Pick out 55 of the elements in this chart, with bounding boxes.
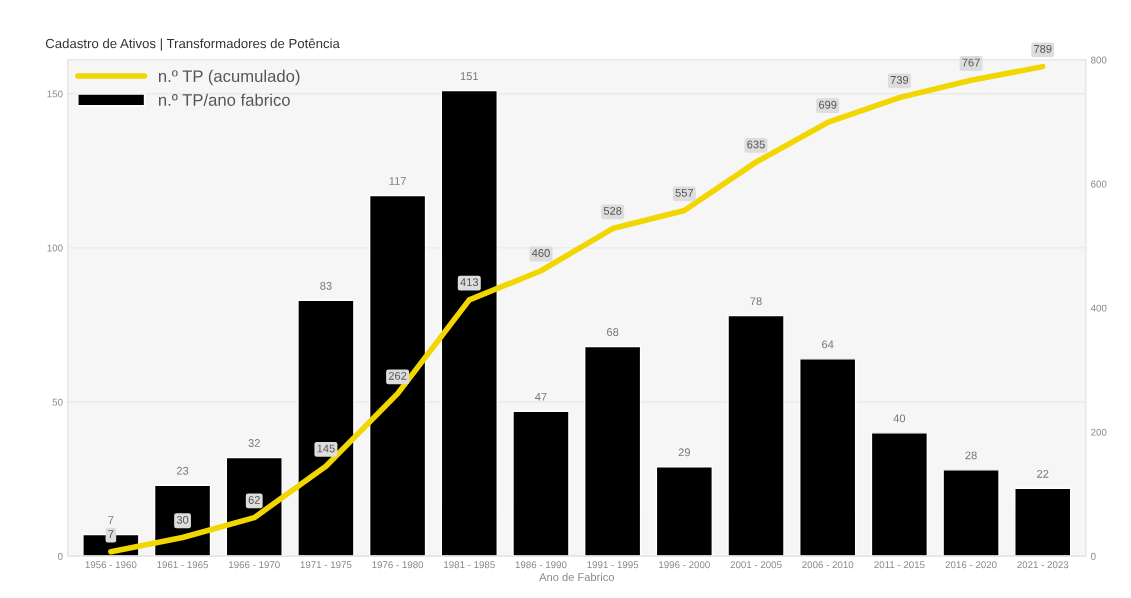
data-label: 40 <box>893 414 906 423</box>
chart-title: Cadastro de Ativos | Transformadores de Potência <box>45 38 340 51</box>
x-tick-label: 2006 - 2010 <box>802 561 854 569</box>
data-label: 7 <box>108 516 114 524</box>
x-tick-label: 1996 - 2000 <box>659 561 710 569</box>
x-tick-label: 2021 - 2023 <box>1017 561 1069 569</box>
y-tick-label: 50 <box>52 398 63 406</box>
data-label: 117 <box>389 177 406 185</box>
x-tick-label: 1991 - 1995 <box>587 561 639 569</box>
data-label: 28 <box>965 451 977 460</box>
data-label: 699 <box>819 100 837 109</box>
data-label: 7 <box>108 530 114 538</box>
legend-label: n.º TP (acumulado) <box>158 69 300 86</box>
data-label: 23 <box>176 466 189 475</box>
y2-tick-label: 200 <box>1091 428 1107 436</box>
data-label: 47 <box>535 392 547 401</box>
x-axis-title: Ano de Fabrico <box>539 572 615 581</box>
data-label: 64 <box>822 340 834 349</box>
data-label: 151 <box>460 72 479 81</box>
data-label: 262 <box>388 371 407 380</box>
x-tick-label: 1956 - 1960 <box>85 561 137 569</box>
data-label: 635 <box>747 140 765 149</box>
data-label: 30 <box>176 515 189 524</box>
y2-tick-label: 400 <box>1090 304 1107 312</box>
data-label: 413 <box>460 278 479 287</box>
y2-tick-label: 600 <box>1091 180 1107 188</box>
x-tick-label: 1961 - 1965 <box>157 561 209 569</box>
legend-label: n.º TP/ano fabrico <box>158 93 290 106</box>
data-label: 528 <box>603 206 622 215</box>
x-tick-label: 1986 - 1990 <box>515 561 567 569</box>
y2-tick-label: 800 <box>1091 56 1107 64</box>
x-tick-label: 1976 - 1980 <box>372 561 424 569</box>
data-label: 557 <box>675 189 694 197</box>
y-tick-label: 100 <box>47 244 63 252</box>
data-label: 767 <box>962 58 980 67</box>
data-label: 83 <box>320 281 332 290</box>
data-label: 29 <box>678 448 690 457</box>
x-tick-label: 2001 - 2005 <box>730 561 782 569</box>
x-tick-label: 1981 - 1985 <box>444 561 495 569</box>
y-tick-label: 150 <box>47 90 63 98</box>
data-label: 739 <box>890 76 909 84</box>
y-tick-label: 0 <box>57 552 63 560</box>
x-tick-label: 2011 - 2015 <box>874 561 925 569</box>
data-label: 32 <box>248 439 260 447</box>
y2-tick-label: 0 <box>1091 552 1096 560</box>
data-label: 145 <box>317 444 335 453</box>
data-label: 68 <box>607 328 619 336</box>
data-label: 460 <box>531 249 550 257</box>
data-label: 22 <box>1037 469 1049 478</box>
x-tick-label: 2016 - 2020 <box>945 561 997 569</box>
x-tick-label: 1971 - 1975 <box>300 561 352 569</box>
x-tick-label: 1966 - 1970 <box>229 561 280 569</box>
data-label: 78 <box>750 297 762 306</box>
data-label: 789 <box>1034 44 1052 53</box>
data-label: 62 <box>248 496 260 504</box>
